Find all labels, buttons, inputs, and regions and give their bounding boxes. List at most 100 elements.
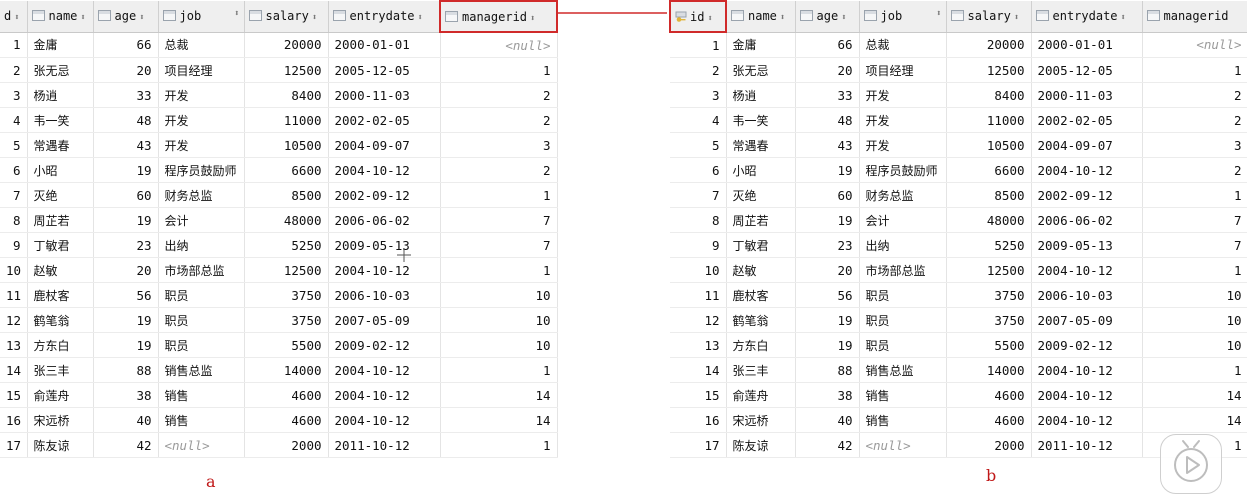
cell-name[interactable]: 杨逍 bbox=[726, 82, 796, 108]
cell-managerid[interactable]: 2 bbox=[1142, 107, 1247, 133]
table-row[interactable]: 4 韦一笑 48 开发 11000 2002-02-05 2 bbox=[670, 107, 1247, 133]
cell-managerid[interactable]: 1 bbox=[1142, 257, 1247, 283]
cell-job[interactable]: 开发 bbox=[859, 107, 947, 133]
cell-entrydate[interactable]: 2002-09-12 bbox=[1031, 182, 1143, 208]
column-header-entrydate[interactable]: entrydate ⬍ bbox=[1031, 1, 1143, 33]
cell-entrydate[interactable]: 2006-10-03 bbox=[1031, 282, 1143, 308]
cell-entrydate[interactable]: 2004-10-12 bbox=[328, 407, 441, 433]
cell-job[interactable]: 出纳 bbox=[158, 232, 245, 258]
cell-id[interactable]: 15 bbox=[0, 382, 28, 408]
cell-job[interactable]: 总裁 bbox=[158, 32, 245, 58]
cell-id[interactable]: 5 bbox=[670, 132, 727, 158]
cell-entrydate[interactable]: 2007-05-09 bbox=[328, 307, 441, 333]
cell-managerid[interactable]: <null> bbox=[1142, 32, 1247, 58]
cell-entrydate[interactable]: 2002-02-05 bbox=[328, 107, 441, 133]
table-row[interactable]: 1 金庸 66 总裁 20000 2000-01-01 <null> bbox=[0, 32, 558, 58]
cell-managerid[interactable]: 14 bbox=[440, 407, 558, 433]
cell-entrydate[interactable]: 2004-10-12 bbox=[328, 157, 441, 183]
cell-job[interactable]: <null> bbox=[158, 432, 245, 458]
cell-salary[interactable]: 20000 bbox=[244, 32, 329, 58]
cell-age[interactable]: 60 bbox=[93, 182, 159, 208]
column-header-job[interactable]: job ⬍ bbox=[859, 1, 947, 33]
table-row[interactable]: 5 常遇春 43 开发 10500 2004-09-07 3 bbox=[670, 132, 1247, 158]
cell-id[interactable]: 15 bbox=[670, 382, 727, 408]
table-row[interactable]: 2 张无忌 20 项目经理 12500 2005-12-05 1 bbox=[0, 57, 558, 83]
sort-icon[interactable]: ⬍ bbox=[311, 13, 318, 24]
table-row[interactable]: 3 杨逍 33 开发 8400 2000-11-03 2 bbox=[670, 82, 1247, 108]
cell-id[interactable]: 1 bbox=[0, 32, 28, 58]
cell-job[interactable]: 开发 bbox=[158, 107, 245, 133]
table-row[interactable]: 2 张无忌 20 项目经理 12500 2005-12-05 1 bbox=[670, 57, 1247, 83]
cell-job[interactable]: 销售 bbox=[859, 382, 947, 408]
cell-id[interactable]: 13 bbox=[0, 332, 28, 358]
cell-salary[interactable]: 12500 bbox=[244, 257, 329, 283]
cell-age[interactable]: 20 bbox=[93, 57, 159, 83]
cell-age[interactable]: 40 bbox=[795, 407, 860, 433]
table-row[interactable]: 13 方东白 19 职员 5500 2009-02-12 10 bbox=[670, 332, 1247, 358]
cell-id[interactable]: 7 bbox=[670, 182, 727, 208]
cell-name[interactable]: 张无忌 bbox=[726, 57, 796, 83]
cell-age[interactable]: 20 bbox=[93, 257, 159, 283]
cell-id[interactable]: 6 bbox=[670, 157, 727, 183]
cell-id[interactable]: 7 bbox=[0, 182, 28, 208]
cell-entrydate[interactable]: 2004-10-12 bbox=[1031, 257, 1143, 283]
sort-icon[interactable]: ⬍ bbox=[234, 9, 240, 20]
cell-entrydate[interactable]: 2004-10-12 bbox=[1031, 382, 1143, 408]
cell-managerid[interactable]: 3 bbox=[440, 132, 558, 158]
cell-salary[interactable]: 12500 bbox=[946, 257, 1032, 283]
cell-job[interactable]: 程序员鼓励师 bbox=[158, 157, 245, 183]
cell-managerid[interactable]: 1 bbox=[440, 357, 558, 383]
cell-salary[interactable]: 3750 bbox=[244, 282, 329, 308]
cell-salary[interactable]: 14000 bbox=[946, 357, 1032, 383]
cell-salary[interactable]: 2000 bbox=[244, 432, 329, 458]
cell-age[interactable]: 38 bbox=[795, 382, 860, 408]
cell-salary[interactable]: 5500 bbox=[946, 332, 1032, 358]
cell-id[interactable]: 8 bbox=[670, 207, 727, 233]
cell-entrydate[interactable]: 2002-02-05 bbox=[1031, 107, 1143, 133]
cell-job[interactable]: 销售 bbox=[158, 382, 245, 408]
cell-name[interactable]: 张无忌 bbox=[27, 57, 94, 83]
table-row[interactable]: 3 杨逍 33 开发 8400 2000-11-03 2 bbox=[0, 82, 558, 108]
cell-age[interactable]: 40 bbox=[93, 407, 159, 433]
cell-salary[interactable]: 4600 bbox=[946, 407, 1032, 433]
cell-id[interactable]: 17 bbox=[670, 432, 727, 458]
cell-age[interactable]: 88 bbox=[795, 357, 860, 383]
column-header-age[interactable]: age ⬍ bbox=[93, 1, 159, 33]
cell-id[interactable]: 1 bbox=[670, 32, 727, 58]
cell-name[interactable]: 灭绝 bbox=[27, 182, 94, 208]
table-row[interactable]: 9 丁敏君 23 出纳 5250 2009-05-13 7 bbox=[670, 232, 1247, 258]
cell-managerid[interactable]: 7 bbox=[1142, 207, 1247, 233]
cell-managerid[interactable]: 2 bbox=[440, 107, 558, 133]
cell-id[interactable]: 3 bbox=[0, 82, 28, 108]
table-row[interactable]: 4 韦一笑 48 开发 11000 2002-02-05 2 bbox=[0, 107, 558, 133]
column-header-managerid[interactable]: managerid bbox=[1142, 1, 1247, 33]
table-row[interactable]: 11 鹿杖客 56 职员 3750 2006-10-03 10 bbox=[670, 282, 1247, 308]
cell-entrydate[interactable]: 2009-05-13 bbox=[1031, 232, 1143, 258]
cell-entrydate[interactable]: 2011-10-12 bbox=[328, 432, 441, 458]
cell-job[interactable]: 销售总监 bbox=[859, 357, 947, 383]
cell-age[interactable]: 42 bbox=[93, 432, 159, 458]
cell-name[interactable]: 鹤笔翁 bbox=[726, 307, 796, 333]
column-header-id[interactable]: d ⬍ bbox=[0, 1, 28, 33]
cell-job[interactable]: 职员 bbox=[859, 282, 947, 308]
cell-id[interactable]: 2 bbox=[670, 57, 727, 83]
cell-age[interactable]: 48 bbox=[795, 107, 860, 133]
cell-age[interactable]: 20 bbox=[795, 257, 860, 283]
cell-entrydate[interactable]: 2009-02-12 bbox=[328, 332, 441, 358]
cell-entrydate[interactable]: 2004-09-07 bbox=[1031, 132, 1143, 158]
cell-managerid[interactable]: 10 bbox=[440, 307, 558, 333]
cell-id[interactable]: 9 bbox=[670, 232, 727, 258]
cell-entrydate[interactable]: 2004-10-12 bbox=[328, 357, 441, 383]
cell-managerid[interactable]: 14 bbox=[1142, 407, 1247, 433]
cell-age[interactable]: 43 bbox=[795, 132, 860, 158]
cell-age[interactable]: 33 bbox=[795, 82, 860, 108]
cell-name[interactable]: 张三丰 bbox=[726, 357, 796, 383]
cell-managerid[interactable]: 2 bbox=[1142, 157, 1247, 183]
table-row[interactable]: 17 陈友谅 42 <null> 2000 2011-10-12 1 bbox=[670, 432, 1247, 458]
table-row[interactable]: 8 周芷若 19 会计 48000 2006-06-02 7 bbox=[0, 207, 558, 233]
cell-job[interactable]: 职员 bbox=[859, 307, 947, 333]
cell-job[interactable]: 市场部总监 bbox=[158, 257, 245, 283]
cell-name[interactable]: 周芷若 bbox=[726, 207, 796, 233]
cell-age[interactable]: 42 bbox=[795, 432, 860, 458]
cell-name[interactable]: 金庸 bbox=[27, 32, 94, 58]
